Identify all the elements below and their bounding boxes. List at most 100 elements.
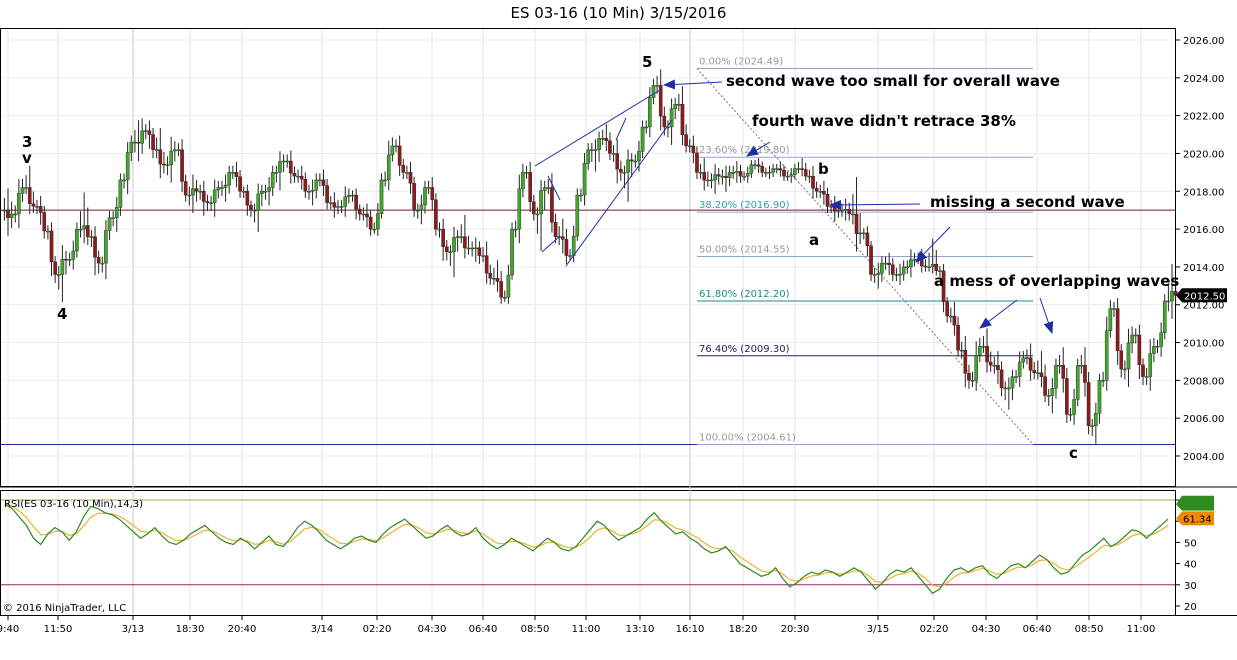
candle-body	[67, 259, 72, 261]
candle-body	[502, 296, 507, 299]
candle-body	[604, 138, 609, 141]
candle-body	[568, 255, 572, 257]
candle-body	[1133, 334, 1138, 337]
time-tick-label: 3/14	[311, 624, 333, 635]
candle-body	[847, 209, 852, 215]
candle-body	[535, 213, 540, 216]
candle-body	[1079, 365, 1084, 367]
price-tick-label: 2020.00	[1183, 149, 1224, 160]
rsi-panel[interactable]	[0, 490, 1176, 616]
candle-body	[894, 274, 899, 276]
candle-body	[129, 141, 134, 153]
candle-body	[988, 361, 993, 366]
candle-body	[459, 236, 464, 238]
annotation-arrow	[829, 199, 921, 210]
candle-body	[633, 160, 638, 163]
candle-body	[919, 259, 924, 267]
candle-body	[499, 281, 503, 298]
candle-body	[974, 355, 978, 381]
candle-body	[807, 175, 812, 178]
fib-level-label: 0.00% (2024.49)	[699, 57, 783, 68]
candle-body	[89, 236, 94, 238]
candle-body	[354, 194, 358, 210]
candle-body	[680, 104, 685, 135]
candle-body	[735, 171, 739, 173]
candle-body	[963, 349, 968, 374]
candle-body	[1050, 388, 1055, 396]
time-tick-label: 06:40	[469, 624, 498, 635]
time-tick-label: 08:50	[1075, 624, 1104, 635]
candle-body	[27, 187, 32, 204]
candle-body	[698, 172, 703, 174]
candle-body	[528, 172, 532, 202]
candle-body	[281, 160, 286, 163]
fibonacci-retracement[interactable]: 0.00% (2024.49) 23.60% (2019.80) 38.20% (2…	[696, 57, 1034, 445]
candle-body	[260, 191, 264, 195]
rsi-title: RSI(ES 03-16 (10 Min),14,3)	[4, 499, 143, 510]
candle-body	[165, 164, 170, 167]
candle-body	[673, 104, 678, 110]
candle-body	[927, 266, 931, 269]
candle-body	[470, 247, 474, 250]
candle-body	[122, 179, 126, 182]
candle-body	[212, 189, 217, 203]
candle-body	[1025, 357, 1029, 359]
candle-body	[143, 130, 148, 132]
candle-body	[825, 194, 830, 207]
candle-body	[1068, 414, 1073, 416]
candle-body	[481, 255, 485, 257]
candle-body	[1155, 346, 1160, 348]
time-tick-label: 02:20	[363, 624, 392, 635]
candle-body	[434, 199, 438, 230]
candle-body	[20, 187, 25, 194]
candle-body	[890, 264, 895, 275]
time-tick-label: 02:20	[920, 624, 949, 635]
candle-body	[800, 168, 804, 170]
candle-body	[648, 97, 652, 128]
candle-body	[539, 190, 543, 215]
candle-body	[463, 236, 467, 249]
candle-body	[318, 179, 322, 182]
candle-body	[187, 194, 192, 197]
candle-body	[774, 168, 779, 170]
candle-body	[64, 259, 68, 261]
price-tick-label: 2004.00	[1183, 452, 1224, 463]
candle-body	[1104, 330, 1109, 381]
small-trendline-2	[547, 175, 561, 201]
price-tick-label: 2022.00	[1183, 112, 1224, 123]
candle-body	[510, 228, 514, 276]
candle-body	[376, 213, 380, 230]
candle-body	[912, 259, 917, 261]
candle-body	[1097, 380, 1102, 414]
candle-body	[901, 266, 906, 275]
candle-body	[753, 164, 757, 167]
candle-body	[372, 228, 377, 231]
annotation-text: missing a second wave	[930, 193, 1125, 211]
annotation-text: second wave too small for overall wave	[726, 72, 1060, 90]
rsi-signal-line	[4, 503, 1169, 588]
candle-body	[600, 138, 605, 140]
candle-body	[978, 346, 982, 356]
time-tick-label: 20:40	[228, 624, 257, 635]
candle-body	[270, 172, 275, 188]
candle-body	[125, 152, 130, 181]
candle-body	[876, 273, 881, 275]
trendlines[interactable]	[534, 89, 673, 267]
candle-body	[339, 206, 344, 208]
candle-body	[967, 372, 971, 381]
candle-body	[357, 208, 362, 215]
candle-body	[223, 184, 228, 188]
candle-body	[1170, 291, 1174, 302]
candle-body	[426, 187, 431, 189]
wave-label-a: a	[809, 231, 819, 249]
candle-body	[256, 193, 261, 211]
candle-body	[408, 172, 413, 184]
candle-body	[854, 213, 859, 234]
time-tick-label: 9:40	[0, 624, 19, 635]
candle-body	[173, 149, 177, 152]
candle-body	[133, 141, 137, 144]
annotation-arrow	[915, 226, 951, 263]
candle-body	[934, 264, 939, 271]
price-panel[interactable]	[0, 28, 1176, 487]
